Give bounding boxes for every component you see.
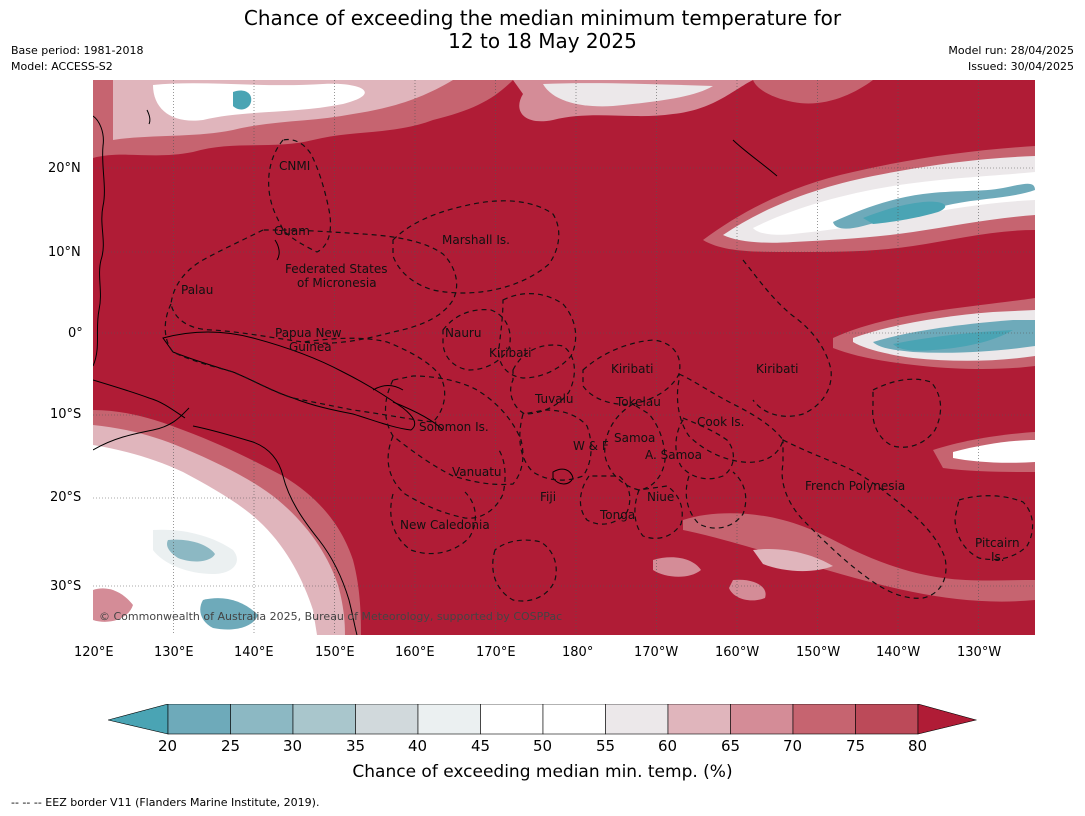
colorbar-tick-20: 20: [158, 737, 178, 755]
colorbar: [108, 704, 978, 735]
label-cnmi: CNMI: [279, 159, 310, 173]
eez-footnote: -- -- -- EEZ border V11 (Flanders Marine…: [11, 796, 320, 809]
colorbar-tick-25: 25: [221, 737, 241, 755]
probability-band-north: [93, 80, 873, 158]
colorbar-tick-50: 50: [533, 737, 553, 755]
lon-tick-150e: 150°E: [315, 645, 355, 660]
probability-band-equator-east: [833, 298, 1035, 369]
label-pitcairn-line1: Pitcairn: [975, 536, 1020, 550]
label-new-caledonia: New Caledonia: [400, 518, 490, 532]
lon-tick-140e: 140°E: [234, 645, 274, 660]
lat-tick-10s: 10°S: [50, 407, 82, 422]
lon-tick-150w: 150°W: [796, 645, 841, 660]
label-marshall: Marshall Is.: [442, 233, 510, 247]
colorbar-segment-25-30: [230, 704, 294, 735]
forecast-map: CNMI Guam Marshall Is. Federated States …: [93, 80, 1035, 635]
lon-tick-160e: 160°E: [395, 645, 435, 660]
colorbar-segment-35-40: [355, 704, 419, 735]
lon-tick-140w: 140°W: [876, 645, 921, 660]
label-pitcairn-line2: Is.: [991, 550, 1005, 564]
colorbar-segment-75-80: [855, 704, 919, 735]
probability-band-southeast: [933, 432, 1035, 472]
probability-band-australia: [93, 410, 361, 635]
model-name: Model: ACCESS-S2: [11, 60, 113, 73]
label-tuvalu: Tuvalu: [534, 392, 574, 406]
lon-tick-130e: 130°E: [154, 645, 194, 660]
colorbar-title: Chance of exceeding median min. temp. (%…: [352, 762, 733, 782]
lon-tick-180: 180°: [562, 645, 594, 660]
copyright-notice: © Commonwealth of Australia 2025, Bureau…: [99, 610, 562, 623]
label-fsm-line2: of Micronesia: [297, 276, 377, 290]
label-kiribati-central: Kiribati: [611, 362, 653, 376]
lat-tick-0: 0°: [68, 326, 83, 341]
base-period: Base period: 1981-2018: [11, 44, 144, 57]
colorbar-segment-70-75: [792, 704, 856, 735]
colorbar-tick-75: 75: [846, 737, 866, 755]
label-guam: Guam: [274, 224, 310, 238]
colorbar-tick-30: 30: [283, 737, 303, 755]
probability-band-northeast: [703, 146, 1035, 252]
colorbar-tick-70: 70: [783, 737, 803, 755]
lat-tick-20s: 20°S: [50, 490, 82, 505]
chart-title: Chance of exceeding the median minimum t…: [0, 7, 1085, 53]
colorbar-segment-30-35: [292, 704, 356, 735]
lon-tick-130w: 130°W: [957, 645, 1002, 660]
colorbar-tick-65: 65: [721, 737, 741, 755]
colorbar-segment-50-55: [542, 704, 606, 735]
coastlines: [93, 109, 778, 635]
label-fsm-line1: Federated States: [285, 262, 387, 276]
label-wf: W & F: [573, 439, 609, 453]
graticule: [93, 80, 1035, 635]
label-samoa: Samoa: [614, 431, 655, 445]
label-fiji: Fiji: [540, 490, 556, 504]
colorbar-tick-35: 35: [346, 737, 366, 755]
lon-tick-160w: 160°W: [715, 645, 760, 660]
label-kiribati-west: Kiribati: [489, 346, 531, 360]
label-solomon: Solomon Is.: [419, 420, 489, 434]
colorbar-segment-40-45: [417, 704, 481, 735]
colorbar-segment-55-60: [605, 704, 669, 735]
eez-borders: [164, 138, 1034, 602]
colorbar-tick-55: 55: [596, 737, 616, 755]
label-vanuatu: Vanuatu: [452, 465, 502, 479]
lat-tick-20n: 20°N: [48, 161, 81, 176]
label-png-line2: Guinea: [289, 340, 332, 354]
label-nauru: Nauru: [445, 326, 481, 340]
colorbar-segment-45-50: [480, 704, 544, 735]
label-palau: Palau: [181, 283, 213, 297]
colorbar-tick-40: 40: [408, 737, 428, 755]
label-asamoa: A. Samoa: [645, 448, 702, 462]
colorbar-tick-60: 60: [658, 737, 678, 755]
label-tonga: Tonga: [599, 508, 635, 522]
lon-tick-170w: 170°W: [634, 645, 679, 660]
meta-right: Model run: 28/04/2025 Issued: 30/04/2025: [948, 43, 1074, 75]
meta-left: Base period: 1981-2018 Model: ACCESS-S2: [11, 43, 143, 75]
label-png-line1: Papua New: [275, 326, 342, 340]
title-line-1: Chance of exceeding the median minimum t…: [243, 6, 842, 30]
lat-tick-10n: 10°N: [48, 245, 81, 260]
colorbar-segment-60-65: [667, 704, 731, 735]
label-cook: Cook Is.: [697, 415, 744, 429]
probability-band-south: [653, 513, 1035, 602]
colorbar-segment-under: [108, 704, 169, 735]
issued-date: Issued: 30/04/2025: [967, 60, 1074, 73]
map-canvas: CNMI Guam Marshall Is. Federated States …: [93, 80, 1035, 635]
lon-tick-170e: 170°E: [476, 645, 516, 660]
lon-tick-120e: 120°E: [74, 645, 114, 660]
label-french-polynesia: French Polynesia: [805, 479, 905, 493]
colorbar-segment-over: [917, 704, 978, 735]
label-kiribati-east: Kiribati: [756, 362, 798, 376]
colorbar-segment-20-25: [167, 704, 231, 735]
title-line-2: 12 to 18 May 2025: [448, 29, 637, 53]
lat-tick-30s: 30°S: [50, 579, 82, 594]
region-labels: CNMI Guam Marshall Is. Federated States …: [181, 159, 1020, 564]
colorbar-tick-45: 45: [471, 737, 491, 755]
colorbar-tick-80: 80: [908, 737, 928, 755]
model-run: Model run: 28/04/2025: [948, 44, 1074, 57]
label-niue: Niue: [647, 490, 674, 504]
colorbar-segment-65-70: [730, 704, 794, 735]
label-tokelau: Tokelau: [615, 395, 661, 409]
